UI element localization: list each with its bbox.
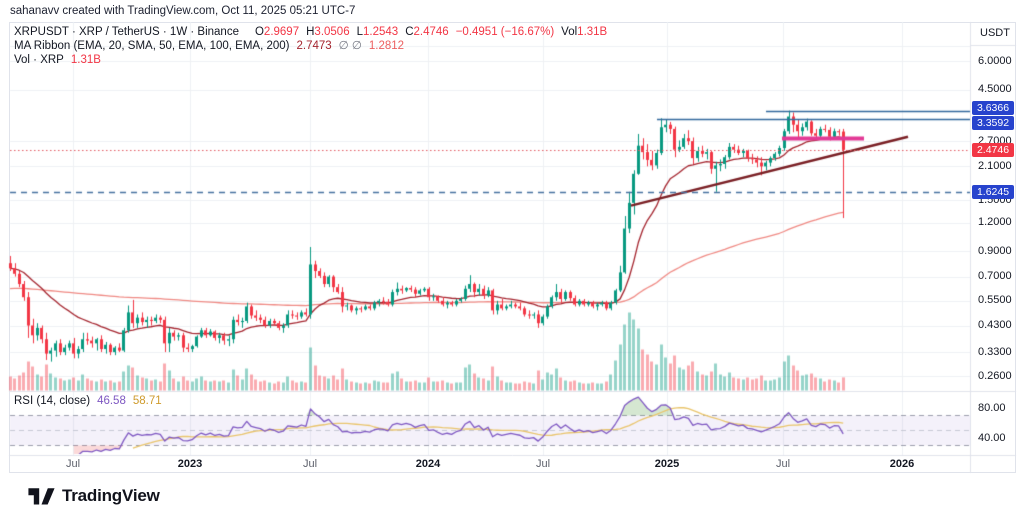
tradingview-logo[interactable]: TradingView (62, 486, 160, 505)
rsi-ma-value: 58.71 (132, 395, 162, 407)
price-tick-label: 1.2000 (978, 216, 1012, 229)
price-tick-label: 0.7000 (978, 270, 1012, 283)
volume-legend-title[interactable]: Vol · XRP (14, 54, 64, 66)
ma-ribbon-empty-values: ∅ ∅ (338, 40, 362, 52)
price-tick-label: 0.2600 (978, 369, 1012, 382)
ma-ribbon-value-2: 1.2812 (368, 40, 405, 52)
volume-legend-value: 1.31B (70, 54, 101, 66)
time-tick-label: Jul (535, 458, 551, 470)
time-tick-label: Jul (302, 458, 318, 470)
price-tick-label: 6.0000 (978, 54, 1012, 67)
tradingview-logo-icon[interactable] (28, 486, 55, 506)
rsi-legend: RSI (14, close) 46.58 58.71 (14, 395, 162, 408)
volume-legend: Vol · XRP 1.31B (14, 54, 101, 67)
price-tick-label: 0.9000 (978, 244, 1012, 257)
rsi-legend-title[interactable]: RSI (14, close) (14, 395, 91, 407)
price-label-badge: 2.4746 (972, 142, 1014, 157)
price-tick-label: 4.5000 (978, 83, 1012, 96)
ohlc-low: L1.2543 (356, 26, 399, 38)
time-tick-label: 2025 (654, 458, 680, 470)
price-tick-label: 2.1000 (978, 159, 1012, 172)
time-tick-label: 2026 (889, 458, 915, 470)
price-tick-label: 0.3300 (978, 345, 1012, 358)
price-tick-label: 0.4300 (978, 319, 1012, 331)
price-tick-label: 0.5500 (978, 294, 1012, 307)
time-tick-label: Jul (775, 458, 791, 470)
price-label-badge: 3.6366 (972, 100, 1014, 115)
price-label-badge: 1.6245 (972, 185, 1014, 200)
symbol-title[interactable]: XRPUSDT · XRP / TetherUS · 1W · Binance (14, 26, 239, 38)
price-label-badge: 3.3592 (972, 115, 1014, 130)
rsi-tick-label: 40.00 (978, 431, 1006, 444)
ma-ribbon-value-1: 2.7473 (296, 40, 332, 52)
symbol-legend: XRPUSDT · XRP / TetherUS · 1W · Binance … (14, 26, 607, 39)
time-tick-label: Jul (65, 458, 81, 470)
footer: TradingView (28, 486, 160, 506)
price-axis-currency-label: USDT (980, 27, 1010, 39)
ohlc-close: C2.4746 (405, 26, 449, 38)
rsi-value: 46.58 (97, 395, 126, 407)
ma-ribbon-title[interactable]: MA Ribbon (EMA, 20, SMA, 50, EMA, 100, E… (14, 40, 290, 52)
ma-ribbon-legend: MA Ribbon (EMA, 20, SMA, 50, EMA, 100, E… (14, 40, 404, 53)
ohlc-high: H3.0506 (306, 26, 350, 38)
rsi-tick-label: 80.00 (978, 401, 1006, 414)
volume-inline: Vol1.31B (561, 26, 608, 38)
time-tick-label: 2024 (415, 458, 441, 470)
change-value: −0.4951 (−16.67%) (455, 26, 555, 38)
ohlc-open: O2.9697 (254, 26, 300, 38)
time-tick-label: 2023 (177, 458, 203, 470)
